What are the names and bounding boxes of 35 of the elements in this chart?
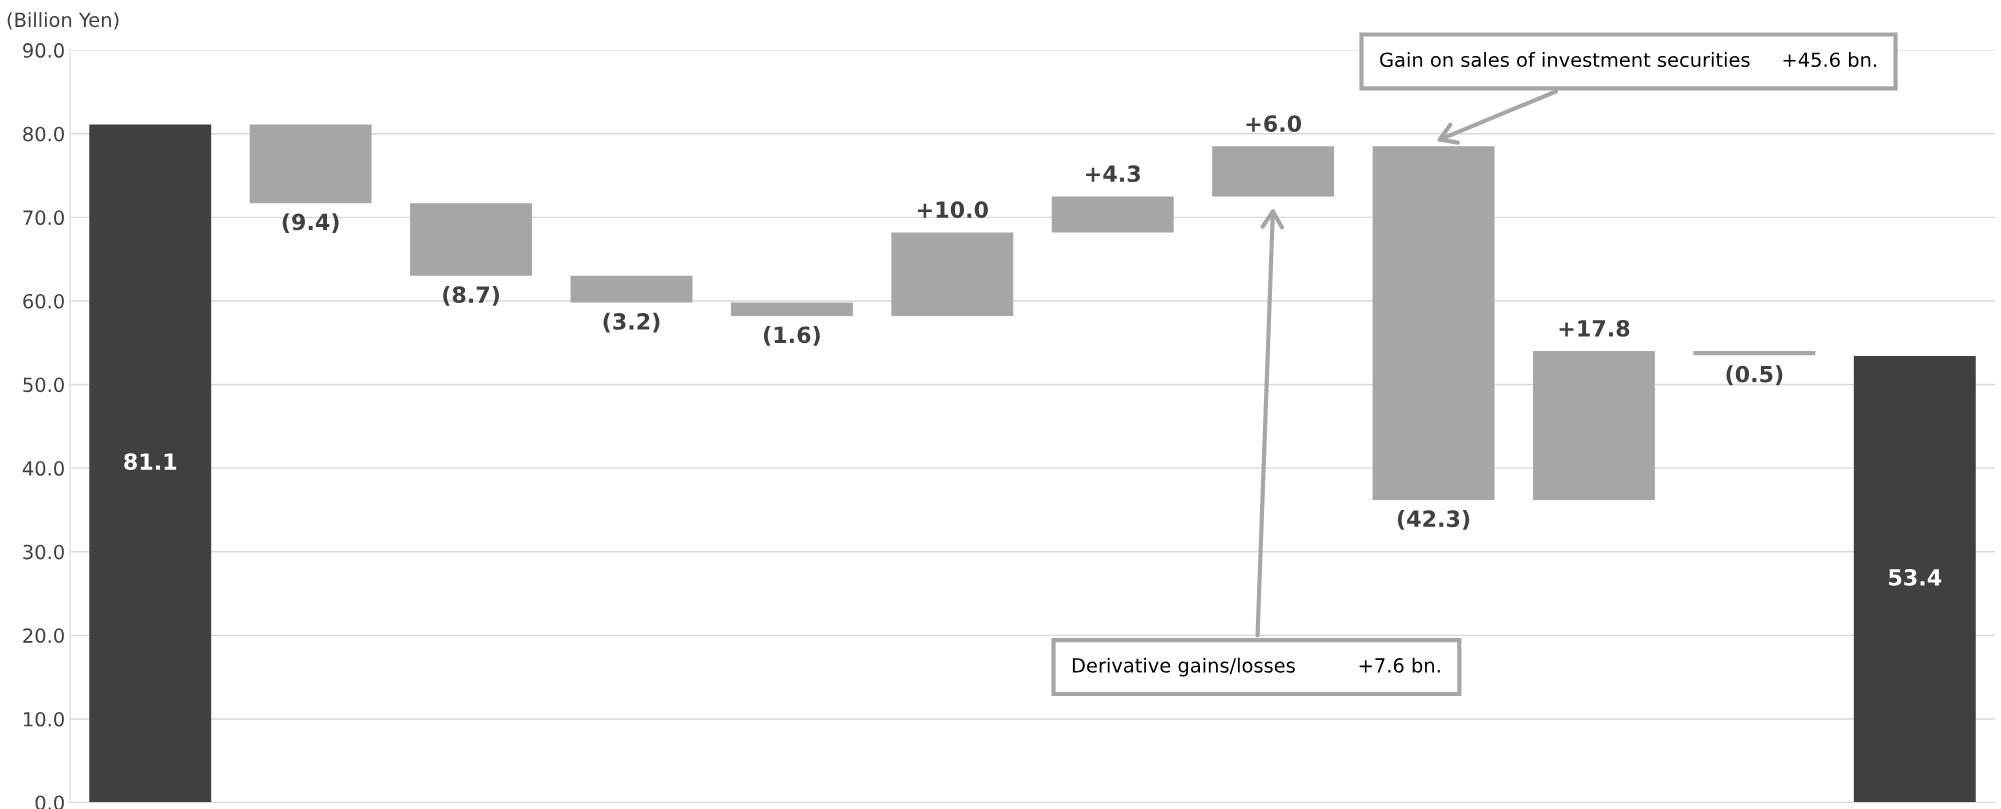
y-tick-label: 60.0 <box>23 293 64 309</box>
data-label: 53.4 <box>1889 568 1942 586</box>
y-tick-label: 80.0 <box>23 126 64 142</box>
bar <box>249 124 372 204</box>
y-tick-label: 20.0 <box>23 628 64 643</box>
data-label: (9.4) <box>282 213 339 233</box>
annotation: Derivative gains/losses +7.6 bn. <box>1072 657 1440 677</box>
y-tick-label: 30.0 <box>23 544 64 560</box>
y-axis-title: (Billion Yen) <box>7 12 119 30</box>
data-label: (1.6) <box>763 326 820 346</box>
bar <box>730 302 853 316</box>
y-tick-label: 10.0 <box>24 711 64 727</box>
bar <box>1533 351 1655 500</box>
bar <box>1693 351 1816 356</box>
data-label: +17.8 <box>1559 319 1630 337</box>
bar <box>1212 146 1335 197</box>
data-label: +4.3 <box>1086 165 1140 183</box>
bar <box>891 232 1014 316</box>
y-tick-label: 50.0 <box>23 377 64 393</box>
y-tick-label: 90.0 <box>23 43 64 58</box>
data-label: 81.1 <box>124 453 177 470</box>
data-label: (42.3) <box>1397 509 1470 530</box>
y-tick-label: 40.0 <box>22 461 64 476</box>
annotation: Gain on sales of investment securities +45.6 bn. <box>1380 52 1876 68</box>
bar <box>570 275 693 303</box>
data-label: (8.7) <box>443 285 499 306</box>
data-label: +6.0 <box>1246 115 1302 132</box>
bar <box>1051 196 1174 233</box>
data-label: +10.0 <box>917 201 988 219</box>
data-label: (3.2) <box>603 312 660 333</box>
y-tick-label: 70.0 <box>23 210 64 226</box>
bar <box>1853 356 1976 803</box>
data-label: (0.5) <box>1726 365 1783 386</box>
bar <box>410 203 533 276</box>
bar <box>89 124 212 803</box>
